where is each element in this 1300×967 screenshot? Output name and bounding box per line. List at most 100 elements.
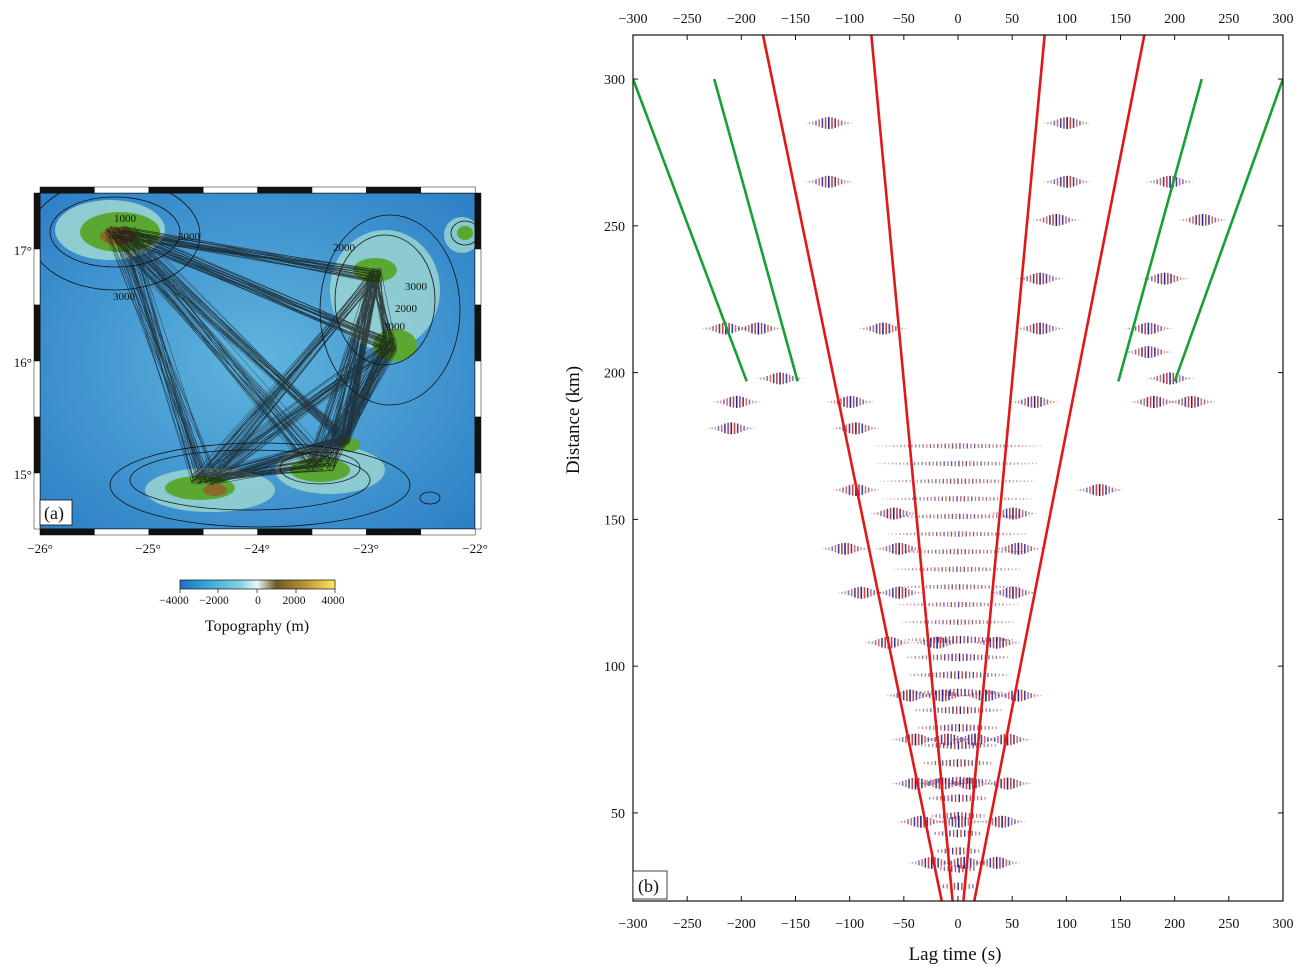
lon-tick-label: −24°: [244, 541, 270, 556]
y-tick-label: 300: [604, 73, 625, 88]
wavelet: [876, 542, 923, 555]
wavelet: [708, 422, 755, 435]
wavelet: [1168, 395, 1215, 408]
colorbar-tick: 4000: [322, 595, 345, 607]
station-pair-paths: [104, 225, 398, 486]
y-tick-label: 50: [611, 807, 625, 822]
wavelet: [877, 460, 1037, 467]
y-tick-label: 100: [604, 660, 625, 675]
ray-path: [193, 339, 396, 478]
ray-path: [340, 348, 385, 442]
wavelet: [876, 586, 923, 599]
wavelet: [893, 566, 1021, 573]
ray-path: [119, 231, 396, 349]
wavelet: [1011, 395, 1058, 408]
ray-path: [205, 277, 375, 478]
ray-path: [344, 278, 378, 441]
lon-tick-label: −23°: [353, 541, 379, 556]
wavelet: [1043, 117, 1091, 130]
wavelet: [989, 586, 1037, 599]
ray-path: [122, 233, 205, 477]
wavelet: [1141, 272, 1188, 285]
x-tick-label-top: −300: [619, 12, 648, 27]
wavelet: [888, 531, 1026, 537]
map-frame-ticks: [33, 186, 482, 536]
x-axis-label: Lag time (s): [909, 944, 1002, 965]
longitude-labels: −26° −25° −24° −23° −22°: [27, 541, 488, 556]
x-tick-label-bottom: −200: [727, 917, 756, 932]
ray-path: [129, 227, 388, 345]
x-tick-label-bottom: −250: [673, 917, 702, 932]
ray-path: [133, 235, 334, 462]
red-moveout-line: [761, 35, 944, 901]
ray-path: [190, 269, 377, 478]
x-tick-label-bottom: −150: [781, 917, 810, 932]
green-moveout-line: [1117, 78, 1204, 382]
lat-tick-label: 17°: [14, 243, 32, 258]
ray-path: [199, 436, 347, 476]
ray-path: [218, 280, 376, 476]
wavelet: [805, 117, 852, 130]
ray-path: [123, 227, 193, 479]
ray-path: [341, 350, 392, 442]
ray-path: [197, 346, 386, 477]
moveout-lines: [633, 35, 1283, 901]
x-tick-label-bottom: −50: [893, 917, 915, 932]
map-panel: 1000 3000 3000 2000 3000 3000 2000 (a) −…: [14, 186, 488, 635]
ray-path: [105, 227, 378, 279]
x-tick-label-top: −250: [673, 12, 702, 27]
wavelet: [1146, 175, 1194, 188]
ray-path: [193, 340, 385, 478]
wavelet: [890, 548, 1025, 555]
ray-path: [205, 438, 344, 483]
colorbar-tick: −2000: [199, 595, 229, 607]
ray-path: [347, 343, 390, 445]
ray-path: [200, 345, 397, 478]
svg-text:2000: 2000: [395, 303, 418, 315]
wavelet: [915, 706, 1002, 715]
ray-path: [108, 234, 208, 485]
wavelet: [909, 670, 1008, 679]
ray-path: [346, 350, 385, 445]
wavelet: [735, 322, 782, 335]
wavelet: [1033, 213, 1080, 226]
red-moveout-line: [870, 35, 954, 901]
ray-path: [319, 438, 349, 470]
ray-path: [104, 237, 324, 463]
ray-path: [118, 232, 306, 469]
ray-path: [333, 444, 347, 470]
ray-path: [122, 227, 326, 468]
ray-path: [124, 230, 394, 350]
ray-path: [312, 435, 341, 468]
ray-path: [216, 346, 385, 480]
ray-path: [121, 237, 392, 350]
ray-path: [131, 230, 198, 478]
ray-path: [126, 231, 198, 482]
ray-path: [192, 280, 377, 482]
ray-path: [195, 350, 388, 479]
ray-path: [211, 350, 391, 485]
ray-path: [117, 233, 220, 484]
ray-path: [376, 280, 386, 349]
wavelet: [931, 811, 985, 820]
wavelet: [882, 496, 1032, 502]
ray-path: [213, 340, 386, 485]
ray-path: [192, 270, 376, 484]
lat-tick-label: 16°: [14, 355, 32, 370]
y-axis-label: Distance (km): [563, 366, 584, 474]
ray-path: [378, 277, 385, 349]
wavelet: [984, 733, 1031, 746]
wavelet: [1016, 322, 1064, 335]
ray-path: [114, 226, 193, 483]
ray-path: [133, 229, 375, 276]
ray-path: [344, 350, 398, 442]
y-tick-label: 200: [604, 367, 625, 382]
ray-path: [113, 230, 200, 477]
x-tick-label-top: 200: [1164, 12, 1185, 27]
colorbar-tick: 2000: [283, 595, 306, 607]
ray-path: [341, 338, 391, 442]
x-tick-label-bottom: 50: [1005, 917, 1019, 932]
ray-path: [195, 272, 372, 479]
panel-a-label: (a): [44, 503, 64, 524]
